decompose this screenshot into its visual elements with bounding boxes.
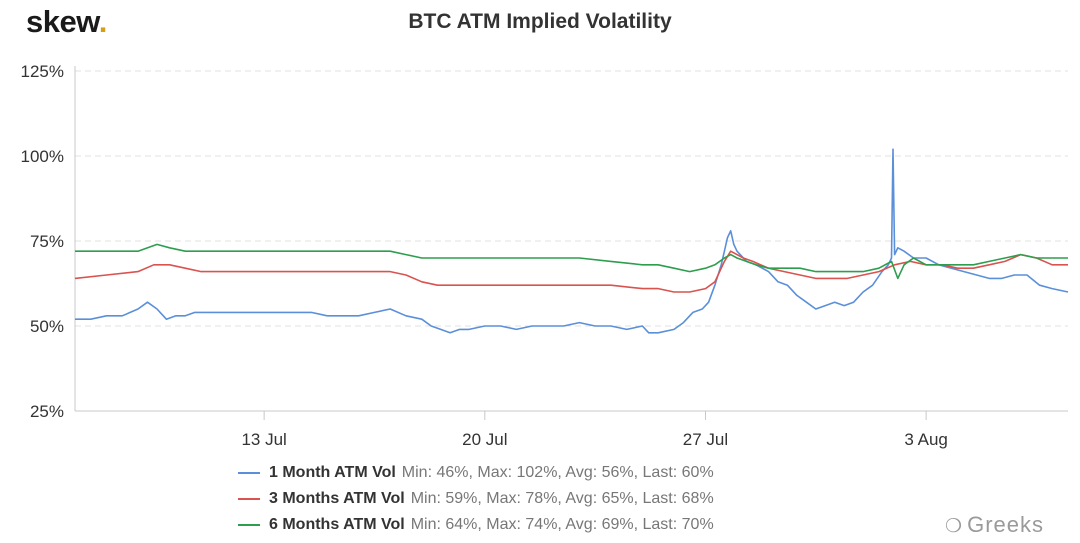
- skew-logo: skew.: [26, 4, 107, 40]
- x-tick-label: 3 Aug: [904, 430, 948, 449]
- legend-item-6-months[interactable]: 6 Months ATM Vol Min: 64%, Max: 74%, Avg…: [238, 512, 714, 538]
- legend-label-6-months: 6 Months ATM Vol: [269, 516, 405, 533]
- y-tick-label: 50%: [30, 317, 64, 336]
- x-tick-label: 27 Jul: [683, 430, 728, 449]
- legend-item-1-month[interactable]: 1 Month ATM Vol Min: 46%, Max: 102%, Avg…: [238, 460, 714, 486]
- greeks-watermark: ❍ Greeks: [945, 512, 1044, 538]
- legend-label-1-month: 1 Month ATM Vol: [269, 464, 396, 481]
- x-tick-label: 20 Jul: [462, 430, 507, 449]
- legend-stats-6-months: Min: 64%, Max: 74%, Avg: 69%, Last: 70%: [410, 516, 714, 533]
- series-lines: [74, 148, 1069, 334]
- series-line-1: [75, 148, 1069, 334]
- legend-label-3-months: 3 Months ATM Vol: [269, 490, 405, 507]
- gridlines: [75, 70, 1068, 327]
- y-tick-label: 100%: [21, 147, 64, 166]
- axes: 25% 50% 75% 100% 125% 13 Jul 20 Jul 27 Jul 3 Aug: [21, 62, 1068, 449]
- legend-stats-1-month: Min: 46%, Max: 102%, Avg: 56%, Last: 60%: [401, 464, 714, 481]
- legend-swatch-6-months: [238, 524, 260, 526]
- chart-plot: 25% 50% 75% 100% 125% 13 Jul 20 Jul 27 Jul 3 Aug: [21, 62, 1069, 449]
- legend: 1 Month ATM Vol Min: 46%, Max: 102%, Avg…: [238, 460, 714, 538]
- watermark-text: Greeks: [967, 512, 1044, 537]
- legend-stats-3-months: Min: 59%, Max: 78%, Avg: 65%, Last: 68%: [410, 490, 714, 507]
- y-tick-label: 125%: [21, 62, 64, 81]
- legend-swatch-3-months: [238, 498, 260, 500]
- series-line-3: [75, 243, 1068, 280]
- logo-dot: .: [98, 4, 108, 39]
- chat-bubbles-icon: ❍: [945, 516, 964, 537]
- y-tick-label: 75%: [30, 232, 64, 251]
- chart-title: BTC ATM Implied Volatility: [408, 10, 672, 33]
- legend-swatch-1-month: [238, 472, 260, 474]
- legend-item-3-months[interactable]: 3 Months ATM Vol Min: 59%, Max: 78%, Avg…: [238, 486, 714, 512]
- x-tick-label: 13 Jul: [241, 430, 286, 449]
- logo-text: skew: [26, 4, 99, 39]
- y-tick-label: 25%: [30, 402, 64, 421]
